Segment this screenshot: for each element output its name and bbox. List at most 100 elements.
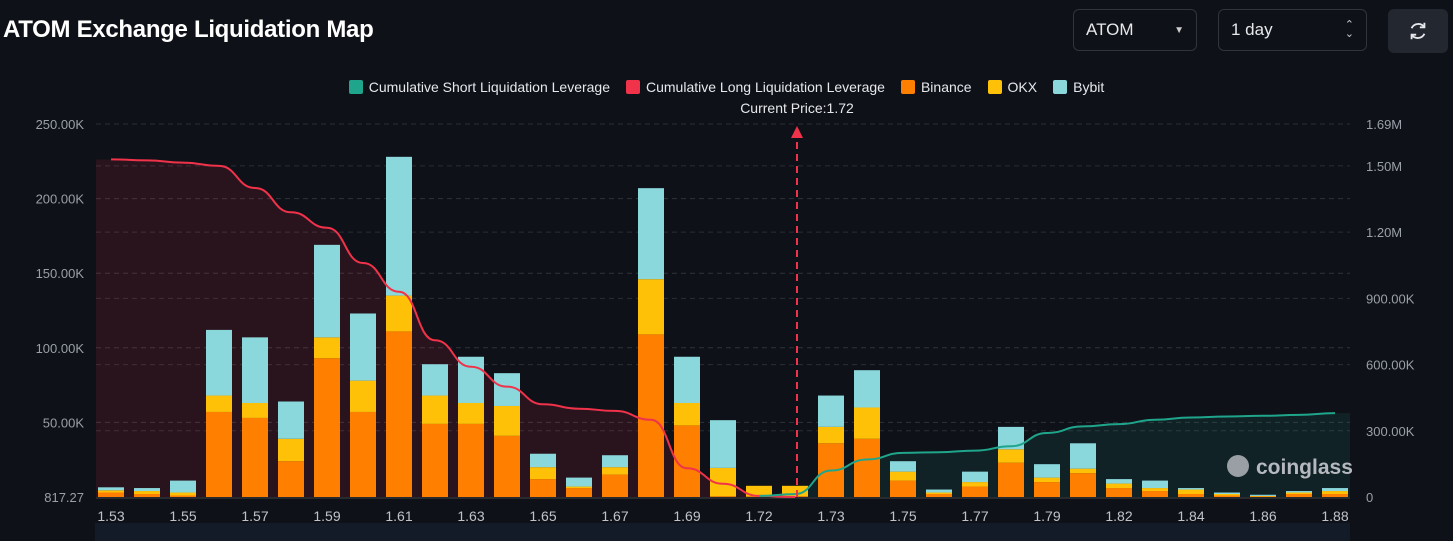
x-tick-label: 1.67: [601, 508, 628, 524]
coin-select-value: ATOM: [1086, 20, 1134, 39]
x-tick-label: 1.75: [889, 508, 916, 524]
bar-bybit: [1034, 464, 1060, 478]
y-left-tick-label: 200.00K: [36, 192, 85, 207]
bar-okx: [206, 395, 232, 412]
legend-item-short[interactable]: Cumulative Short Liquidation Leverage: [348, 79, 610, 95]
legend-item-okx[interactable]: OKX: [987, 79, 1038, 95]
legend-swatch: [987, 80, 1002, 94]
bar-binance: [962, 486, 988, 497]
bar-okx: [854, 407, 880, 439]
bar-okx: [314, 337, 340, 359]
y-left-tick-label: 817.27: [44, 490, 84, 505]
x-tick-label: 1.86: [1249, 508, 1276, 524]
bar-binance: [998, 462, 1024, 497]
current-price-arrow: [791, 126, 803, 138]
refresh-button[interactable]: [1388, 9, 1448, 53]
bar-binance: [278, 461, 304, 497]
coin-select[interactable]: ATOM ▼: [1073, 9, 1197, 51]
bar-binance: [134, 494, 160, 497]
bar-okx: [242, 403, 268, 418]
bar-binance: [170, 495, 196, 497]
bar-okx: [1322, 491, 1348, 495]
y-left-tick-label: 100.00K: [36, 341, 85, 356]
bar-binance: [206, 411, 232, 497]
y-right-tick-label: 600.00K: [1366, 358, 1415, 373]
bar-bybit: [494, 373, 520, 406]
bar-bybit: [350, 313, 376, 381]
bar-bybit: [206, 329, 232, 396]
legend-item-binance[interactable]: Binance: [900, 79, 972, 95]
bar-bybit: [854, 370, 880, 408]
bar-okx: [962, 482, 988, 487]
legend-swatch: [348, 80, 363, 94]
short-liquidation-line: [758, 412, 1336, 497]
bar-binance: [98, 492, 124, 497]
long-liquidation-line: [110, 158, 796, 498]
y-left-tick-label: 150.00K: [36, 266, 85, 281]
legend-label: Cumulative Long Liquidation Leverage: [646, 79, 885, 95]
bar-bybit: [314, 244, 340, 338]
bar-binance: [638, 334, 664, 497]
range-select[interactable]: 1 day ⌃ ⌄: [1218, 9, 1367, 51]
y-right-tick-label: 900.00K: [1366, 291, 1415, 306]
legend-label: Binance: [920, 79, 972, 95]
bar-binance: [890, 480, 916, 497]
bar-bybit: [962, 471, 988, 483]
legend-swatch: [1053, 80, 1068, 94]
bar-binance: [1034, 482, 1060, 497]
bar-binance: [422, 423, 448, 497]
legend-item-long[interactable]: Cumulative Long Liquidation Leverage: [626, 79, 885, 95]
bar-okx: [458, 403, 484, 424]
y-right-tick-label: 1.20M: [1366, 225, 1402, 240]
page-title: ATOM Exchange Liquidation Map: [3, 16, 374, 43]
bar-okx: [746, 485, 772, 497]
bar-okx: [1070, 468, 1096, 474]
bar-okx: [890, 471, 916, 481]
bar-bybit: [1178, 488, 1204, 490]
bar-bybit: [1214, 492, 1240, 495]
bar-bybit: [278, 401, 304, 439]
zoom-slider[interactable]: [95, 523, 1350, 541]
x-tick-label: 1.73: [817, 508, 844, 524]
bar-okx: [638, 279, 664, 335]
long-area: [96, 159, 795, 498]
bar-okx: [818, 426, 844, 444]
bar-okx: [494, 405, 520, 436]
range-select-value: 1 day: [1231, 20, 1273, 39]
bar-bybit: [1070, 443, 1096, 469]
bar-bybit: [1286, 491, 1312, 493]
bar-bybit: [422, 364, 448, 396]
current-price-label: Current Price:1.72: [740, 100, 854, 116]
bar-binance: [1178, 494, 1204, 497]
y-right-tick-label: 300.00K: [1366, 424, 1415, 439]
legend-label: OKX: [1007, 79, 1038, 95]
x-tick-label: 1.84: [1177, 508, 1204, 524]
bar-bybit: [710, 420, 736, 468]
bar-okx: [386, 295, 412, 332]
x-tick-label: 1.63: [457, 508, 484, 524]
bar-bybit: [926, 489, 952, 493]
bar-okx: [530, 467, 556, 480]
bar-okx: [926, 492, 952, 495]
bar-bybit: [674, 356, 700, 404]
bar-binance: [926, 494, 952, 497]
bar-binance: [674, 425, 700, 497]
bar-binance: [566, 488, 592, 497]
x-tick-label: 1.65: [529, 508, 556, 524]
legend-item-bybit[interactable]: Bybit: [1053, 79, 1104, 95]
bar-bybit: [1250, 494, 1276, 496]
bar-bybit: [1322, 488, 1348, 492]
x-tick-label: 1.79: [1033, 508, 1060, 524]
bar-binance: [458, 423, 484, 497]
x-tick-label: 1.69: [673, 508, 700, 524]
y-left-tick-label: 50.00K: [43, 415, 85, 430]
bar-bybit: [530, 453, 556, 468]
bar-bybit: [566, 477, 592, 487]
bar-binance: [1286, 494, 1312, 497]
bar-binance: [1142, 491, 1168, 497]
x-tick-label: 1.77: [961, 508, 988, 524]
legend-swatch: [900, 80, 915, 94]
watermark: coinglass: [1256, 456, 1353, 479]
bar-bybit: [602, 455, 628, 468]
x-tick-label: 1.72: [745, 508, 772, 524]
